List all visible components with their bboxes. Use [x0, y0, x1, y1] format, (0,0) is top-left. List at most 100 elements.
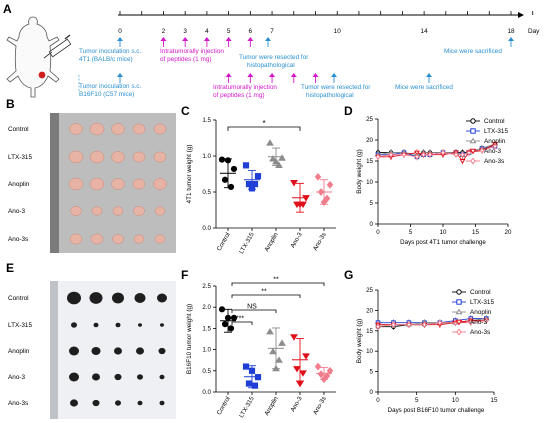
data-point — [388, 151, 394, 158]
timeline-tick-label: 10 — [334, 28, 342, 35]
photo-row-label: Ano-3s — [8, 400, 28, 407]
syringe-icon — [43, 34, 72, 59]
y-tick-label: 15 — [366, 328, 373, 335]
tumor-sample — [132, 178, 146, 190]
tumor-sample — [69, 123, 83, 135]
series-line — [377, 320, 487, 328]
x-tick-label: Ano-3s — [312, 232, 328, 252]
sacrifice-arrow-icon — [426, 73, 432, 83]
photo-b-labels: Control LTX-315 Anoplin Ano-3 Ano-3s — [8, 126, 32, 243]
data-point — [224, 314, 232, 321]
x-tick-label: 15 — [491, 397, 498, 404]
data-point — [437, 319, 443, 326]
legend-marker — [470, 128, 476, 134]
legend-marker — [469, 137, 477, 144]
data-point — [323, 194, 331, 203]
panel-label-c: C — [181, 104, 190, 118]
tumor-sample — [114, 373, 122, 381]
tumor-sample — [115, 322, 121, 328]
panel-label-g: G — [344, 268, 353, 282]
inoculation-arrow-icon — [117, 37, 123, 47]
tumor-sample — [133, 234, 145, 244]
panel-label-f: F — [181, 268, 188, 282]
injection-dose-text: of peptides (1 mg) — [213, 92, 265, 99]
tumor-sample — [134, 293, 146, 303]
data-point — [290, 334, 298, 341]
data-point — [375, 323, 381, 330]
tumor-sample — [114, 347, 122, 355]
data-point — [272, 157, 280, 165]
x-tick-label: LTX-315 — [238, 395, 256, 419]
data-point — [427, 151, 433, 158]
data-point — [272, 364, 280, 372]
tumor-sample — [153, 151, 167, 163]
series-line — [377, 145, 496, 158]
injection-arrows — [225, 73, 319, 83]
y-tick-label: 1.0 — [202, 347, 211, 354]
timeline-b16f10: Tumor inoculation s.c. B16F10 (C57 mice)… — [78, 73, 453, 99]
resect-arrow-icon — [265, 37, 271, 47]
tumor-sample — [136, 347, 144, 355]
y-tick-label: 15 — [366, 158, 373, 165]
tumor-sample — [159, 400, 165, 406]
timeline-tick-label: 4 — [205, 28, 209, 35]
tumor-sample — [138, 323, 142, 327]
significance-bracket — [231, 321, 253, 325]
y-tick-label: 1.5 — [202, 117, 211, 124]
injection-arrow-icon — [182, 37, 189, 47]
legend-marker — [470, 157, 476, 165]
data-point — [242, 363, 250, 370]
data-point — [242, 162, 250, 169]
tumor-sample — [69, 346, 79, 356]
data-point — [421, 151, 426, 158]
injection-text: Intratumorally injection — [213, 84, 277, 91]
data-point — [278, 339, 286, 346]
photo-row-label: Ano-3s — [8, 236, 28, 243]
data-point — [251, 382, 259, 389]
tumor-sample — [154, 234, 166, 244]
tumor-sample — [68, 177, 84, 191]
legend-marker — [469, 148, 477, 155]
data-point — [275, 356, 283, 363]
data-point — [466, 149, 472, 156]
tumor-sample — [159, 374, 165, 380]
tumor-sample — [111, 123, 125, 135]
tumor-sample — [89, 150, 105, 164]
x-tick-label: Control — [216, 232, 232, 253]
x-tick-label: 0 — [376, 397, 380, 404]
resection-detail-text: histopathological — [247, 62, 295, 69]
data-point — [326, 366, 334, 375]
tumor-sample — [93, 322, 99, 328]
tumor-sample — [133, 206, 145, 216]
data-point — [227, 325, 235, 332]
y-axis-label: B16F10 tumor weight (g) — [186, 304, 193, 374]
tumor-sample — [89, 177, 105, 191]
photo-row-label: Anoplin — [8, 181, 30, 188]
y-axis-label: Body weight (g) — [356, 149, 363, 193]
tumor-sample — [154, 206, 166, 216]
tumor-sample — [132, 123, 146, 135]
chart-c-4t1-tumor-weight: 0.0 0.5 1.0 1.5 4T1 tumor weight (g) Control L… — [186, 117, 336, 255]
data-point — [320, 198, 328, 206]
tumor-sample — [92, 399, 100, 407]
data-point — [326, 180, 334, 189]
tumor-sample — [157, 293, 167, 303]
injection-arrows — [160, 37, 254, 47]
x-axis-label: Days post B16F10 tumor challenge — [388, 407, 485, 414]
data-point — [254, 374, 262, 381]
data-point — [421, 321, 427, 328]
data-point — [317, 370, 325, 379]
data-point — [302, 195, 310, 202]
tumor-sample — [153, 178, 167, 190]
legend-label: Ano-3s — [470, 329, 490, 336]
significance-mark: *** — [236, 316, 244, 323]
photo-row-label: Control — [8, 126, 29, 133]
tumor-sample — [153, 123, 167, 135]
data-point — [296, 380, 304, 388]
y-tick-label: 25 — [366, 116, 373, 123]
injection-arrow-icon — [290, 73, 297, 83]
tumor-sample — [158, 347, 166, 355]
tumor-sample — [137, 374, 143, 380]
resection-text: Tumor were resected for — [239, 54, 309, 61]
